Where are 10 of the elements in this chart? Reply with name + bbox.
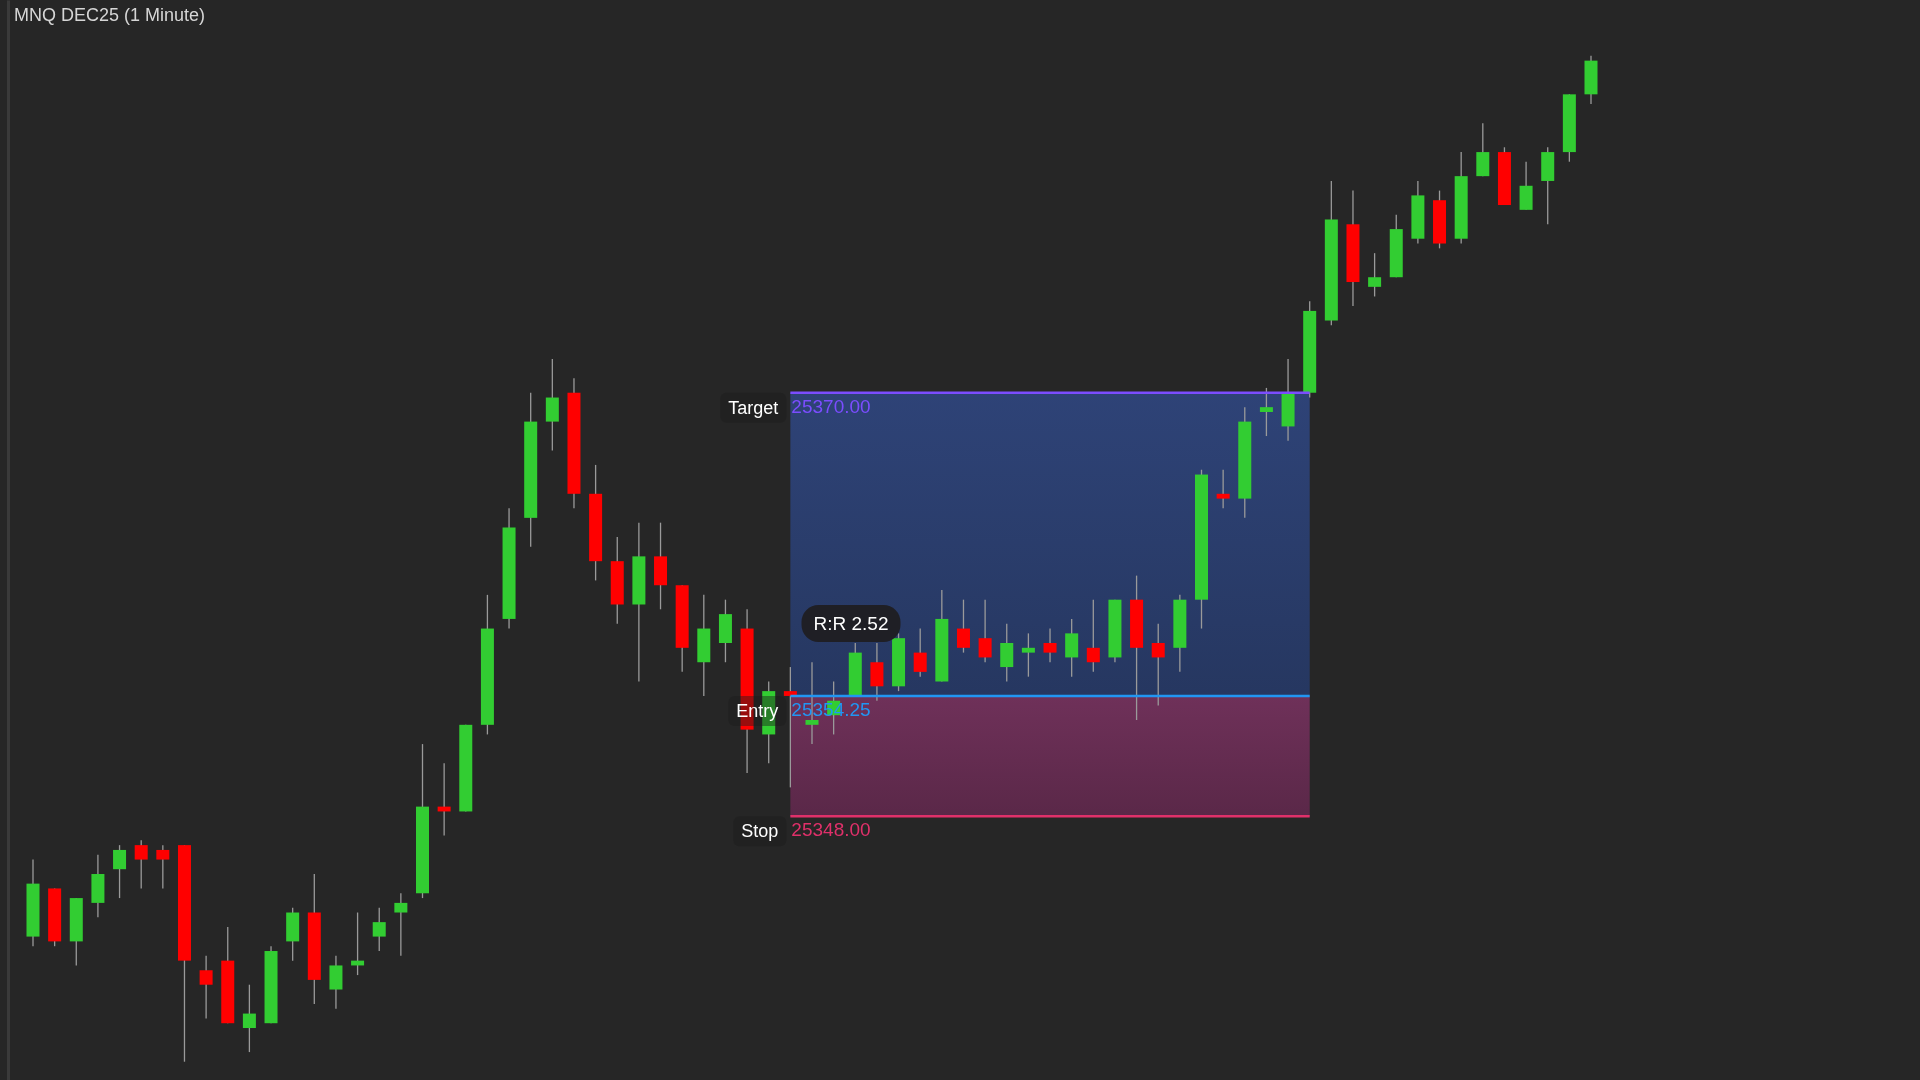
ref-line-label: Target	[728, 397, 779, 418]
annotation: R:R 2.52	[813, 613, 889, 634]
label-tag: Stop	[733, 816, 787, 847]
chart-title: MNQ DEC25 (1 Minute)	[14, 5, 206, 25]
ref-line-label: Entry	[736, 700, 779, 721]
label-tag: Target	[720, 392, 787, 423]
ratio-badge: R:R 2.52	[801, 605, 901, 642]
ref-line-label: Stop	[741, 821, 779, 842]
y-tick-label: 25370.00	[791, 395, 871, 417]
y-tick-label: 25348.00	[791, 819, 871, 841]
